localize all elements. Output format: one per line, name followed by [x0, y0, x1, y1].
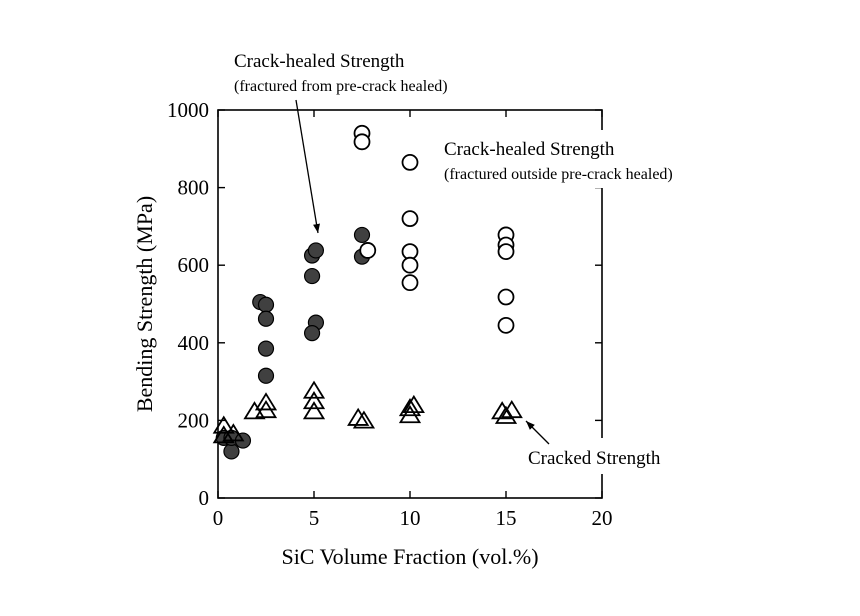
data-point-cracked [243, 401, 266, 420]
data-point-healed-outside [401, 210, 419, 228]
data-point-cracked [222, 423, 245, 442]
y-tick-label: 200 [178, 408, 210, 432]
data-point-healed-outside [401, 274, 419, 292]
y-tick-label: 600 [178, 253, 210, 277]
y-tick-label: 0 [199, 486, 210, 510]
data-point-cracked [347, 407, 370, 426]
data-point-healed-from [307, 242, 325, 259]
annotation-healed-from-title: Crack-healed Strength [234, 51, 405, 72]
data-point-cracked [402, 394, 425, 414]
y-tick-label: 1000 [167, 98, 209, 122]
annotation-healed-outside-title: Crack-healed Strength [444, 139, 615, 160]
y-axis-label: Bending Strength (MPa) [132, 196, 157, 412]
x-axis-label: SiC Volume Fraction (vol.%) [281, 544, 538, 569]
x-tick-label: 20 [592, 506, 613, 530]
data-point-cracked [494, 405, 518, 424]
data-point-healed-from [303, 267, 321, 285]
series-1 [353, 124, 515, 334]
annotation-healed-from-subtitle: (fractured from pre-crack healed) [234, 78, 448, 95]
data-point-healed-from [257, 367, 275, 384]
x-tick-label: 15 [496, 506, 517, 530]
data-point-cracked [254, 399, 278, 419]
annotation-healed-outside-subtitle: (fractured outside pre-crack healed) [444, 166, 673, 183]
data-point-healed-outside [497, 243, 515, 261]
annotation-arrow-cracked [525, 420, 550, 445]
x-tick-label: 5 [309, 506, 320, 530]
data-point-cracked [212, 415, 235, 434]
data-point-cracked [302, 391, 326, 410]
x-tick-label: 10 [400, 506, 421, 530]
data-point-cracked [398, 405, 422, 424]
annotation-box-healed-outside [438, 130, 722, 188]
data-point-healed-outside [497, 316, 515, 334]
data-point-healed-outside [353, 133, 371, 151]
data-point-healed-outside [401, 256, 419, 274]
data-point-healed-outside [359, 242, 377, 259]
y-tick-label: 800 [178, 176, 210, 200]
series-2 [212, 380, 523, 444]
data-point-cracked [302, 401, 326, 420]
data-point-healed-from [223, 443, 240, 460]
data-point-healed-outside [401, 153, 419, 171]
y-tick-label: 400 [178, 331, 210, 355]
data-point-healed-outside [497, 288, 515, 306]
data-point-healed-from [257, 310, 275, 327]
data-point-cracked [352, 410, 376, 429]
data-point-cracked [398, 398, 422, 417]
x-tick-label: 0 [213, 506, 224, 530]
annotation-cracked-title: Cracked Strength [528, 448, 661, 469]
data-point-healed-from [303, 325, 321, 342]
data-point-healed-from [257, 296, 275, 313]
data-point-healed-from [353, 226, 371, 244]
data-point-cracked [254, 392, 278, 411]
data-point-cracked [302, 380, 326, 399]
annotation-box-healed-from [226, 42, 498, 98]
data-point-cracked [500, 399, 523, 419]
series-layer [212, 124, 523, 460]
data-point-healed-from [257, 340, 275, 357]
data-point-cracked [212, 425, 235, 444]
annotation-arrow-healed-from [295, 99, 320, 234]
